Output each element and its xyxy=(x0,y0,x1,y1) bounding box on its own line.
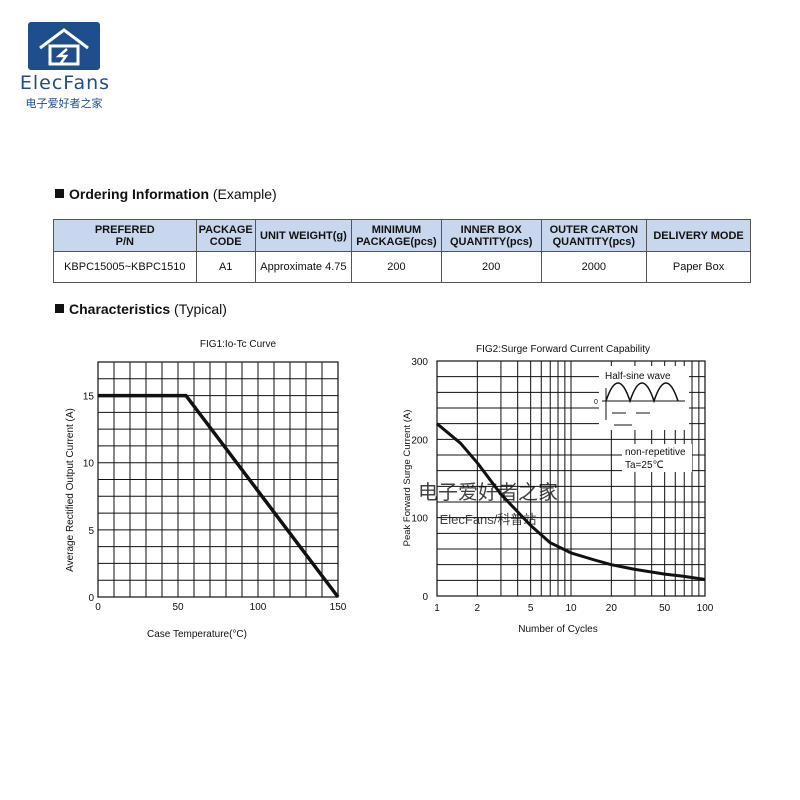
fig1-xlabel: Case Temperature(°C) xyxy=(147,629,247,640)
fig2-series-line xyxy=(436,422,706,581)
inset-halfsine-label: Half-sine wave xyxy=(605,371,671,382)
ordering-title-rest: (Example) xyxy=(209,186,277,202)
fig1-plot-frame xyxy=(97,361,339,598)
fig2-xtick-label: 10 xyxy=(565,603,577,614)
fig1-ytick-label: 0 xyxy=(88,593,94,604)
square-bullet-icon xyxy=(55,189,64,198)
inset-zero-label: 0 xyxy=(594,399,598,406)
fig2-conditions-note: non-repetitive Ta=25℃ xyxy=(622,444,692,472)
fig2-ytick-label: 300 xyxy=(411,357,428,368)
fig2-ylabel: Peak Forward Surge Current (A) xyxy=(402,410,413,547)
fig2-chart: 1 2 5 10 20 50 100 0 100 200 300 FIG2:Surge Forward… xyxy=(402,344,714,635)
table-row: KBPC15005~KBPC1510 A1 Approximate 4.75 2… xyxy=(53,251,751,283)
cell-package-code: A1 xyxy=(195,251,256,283)
logo-name: ElecFans xyxy=(19,72,111,94)
house-logo-icon xyxy=(28,22,100,70)
watermark-elecfans: ElecFans/科普站 xyxy=(440,512,537,527)
inset-halfsine-wave xyxy=(605,382,679,404)
col-header-outer-carton: OUTER CARTON QUANTITY(pcs) xyxy=(540,219,648,252)
fig1-series-line xyxy=(98,393,340,599)
ordering-table: PREFERED P/N PACKAGE CODE UNIT WEIGHT(g) M… xyxy=(53,219,751,283)
fig2-xtick-label: 5 xyxy=(528,603,534,614)
inset-background xyxy=(599,366,689,430)
elecfans-logo: ElecFans 电子爱好者之家 xyxy=(10,22,120,112)
fig2-xtick-label: 100 xyxy=(697,603,714,614)
col-header-inner-box: INNER BOX QUANTITY(pcs) xyxy=(440,219,542,252)
logo-subtitle: 电子爱好者之家 xyxy=(25,97,103,110)
fig2-xtick-label: 2 xyxy=(475,603,481,614)
col-header-pn: PREFERED P/N xyxy=(53,219,197,252)
fig1-xtick-label: 0 xyxy=(95,602,101,613)
fig1-title: FIG1:Io-Tc Curve xyxy=(200,339,277,350)
fig2-title: FIG2:Surge Forward Current Capability xyxy=(476,344,650,355)
col-header-delivery-mode: DELIVERY MODE xyxy=(646,219,751,252)
fig1-ylabel: Average Rectified Output Current (A) xyxy=(65,408,76,572)
ordering-title: Ordering Information (Example) xyxy=(55,186,277,202)
note-nonrepetitive: non-repetitive xyxy=(625,447,686,458)
note-temperature: Ta=25℃ xyxy=(625,460,664,471)
fig2-ytick-label: 0 xyxy=(422,592,428,603)
fig1-xtick-label: 50 xyxy=(172,602,184,613)
fig1-ytick-label: 10 xyxy=(83,459,95,470)
ordering-header-row: PREFERED P/N PACKAGE CODE UNIT WEIGHT(g) M… xyxy=(53,219,751,252)
cell-unit-weight: Approximate 4.75 xyxy=(254,251,353,283)
cell-pn: KBPC15005~KBPC1510 xyxy=(53,251,197,283)
fig2-ytick-label: 200 xyxy=(411,435,428,446)
fig2-xlabel: Number of Cycles xyxy=(518,624,597,635)
fig1-ytick-label: 15 xyxy=(83,392,95,403)
fig1-xtick-label: 100 xyxy=(250,602,267,613)
square-bullet-icon xyxy=(55,304,64,313)
fig2-halfsine-inset: Half-sine wave 0 xyxy=(594,366,689,430)
ordering-title-bold: Ordering Information xyxy=(69,186,209,202)
fig2-xtick-label: 20 xyxy=(606,603,618,614)
fig2-xtick-label: 50 xyxy=(659,603,671,614)
cell-outer-carton: 2000 xyxy=(540,251,648,283)
cell-min-package: 200 xyxy=(351,251,442,283)
fig2-ytick-label: 100 xyxy=(411,514,428,525)
cell-inner-box: 200 xyxy=(440,251,542,283)
characteristics-title-bold: Characteristics xyxy=(69,301,171,317)
note-background xyxy=(622,444,692,472)
watermark-chinese: 电子爱好者之家 xyxy=(418,481,558,504)
characteristics-title: Characteristics (Typical) xyxy=(55,301,227,317)
fig2-plot-frame xyxy=(436,360,706,597)
col-header-unit-weight: UNIT WEIGHT(g) xyxy=(254,219,353,252)
fig1-ytick-label: 5 xyxy=(88,526,94,537)
characteristics-title-rest: (Typical) xyxy=(170,301,227,317)
fig2-xtick-label: 1 xyxy=(434,603,440,614)
fig1-xtick-label: 150 xyxy=(330,602,347,613)
col-header-package-code: PACKAGE CODE xyxy=(195,219,256,252)
cell-delivery-mode: Paper Box xyxy=(646,251,751,283)
col-header-min-package: MINIMUM PACKAGE(pcs) xyxy=(351,219,442,252)
fig1-chart: 0 50 100 150 0 5 10 15 FIG1:Io-Tc Curve Case Temp… xyxy=(65,339,347,640)
